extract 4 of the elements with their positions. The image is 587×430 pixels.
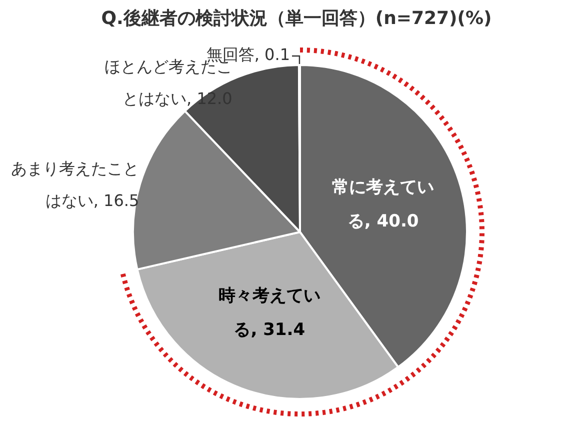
chart-title: Q.後継者の検討状況（単一回答）(n=727)(%) (100, 7, 493, 30)
slice-label: あまり考えたことはない, 16.5 (11, 159, 140, 210)
slice-label: 時々考えている, 31.4 (218, 286, 320, 340)
slice-label: 常に考えている, 40.0 (332, 177, 434, 232)
